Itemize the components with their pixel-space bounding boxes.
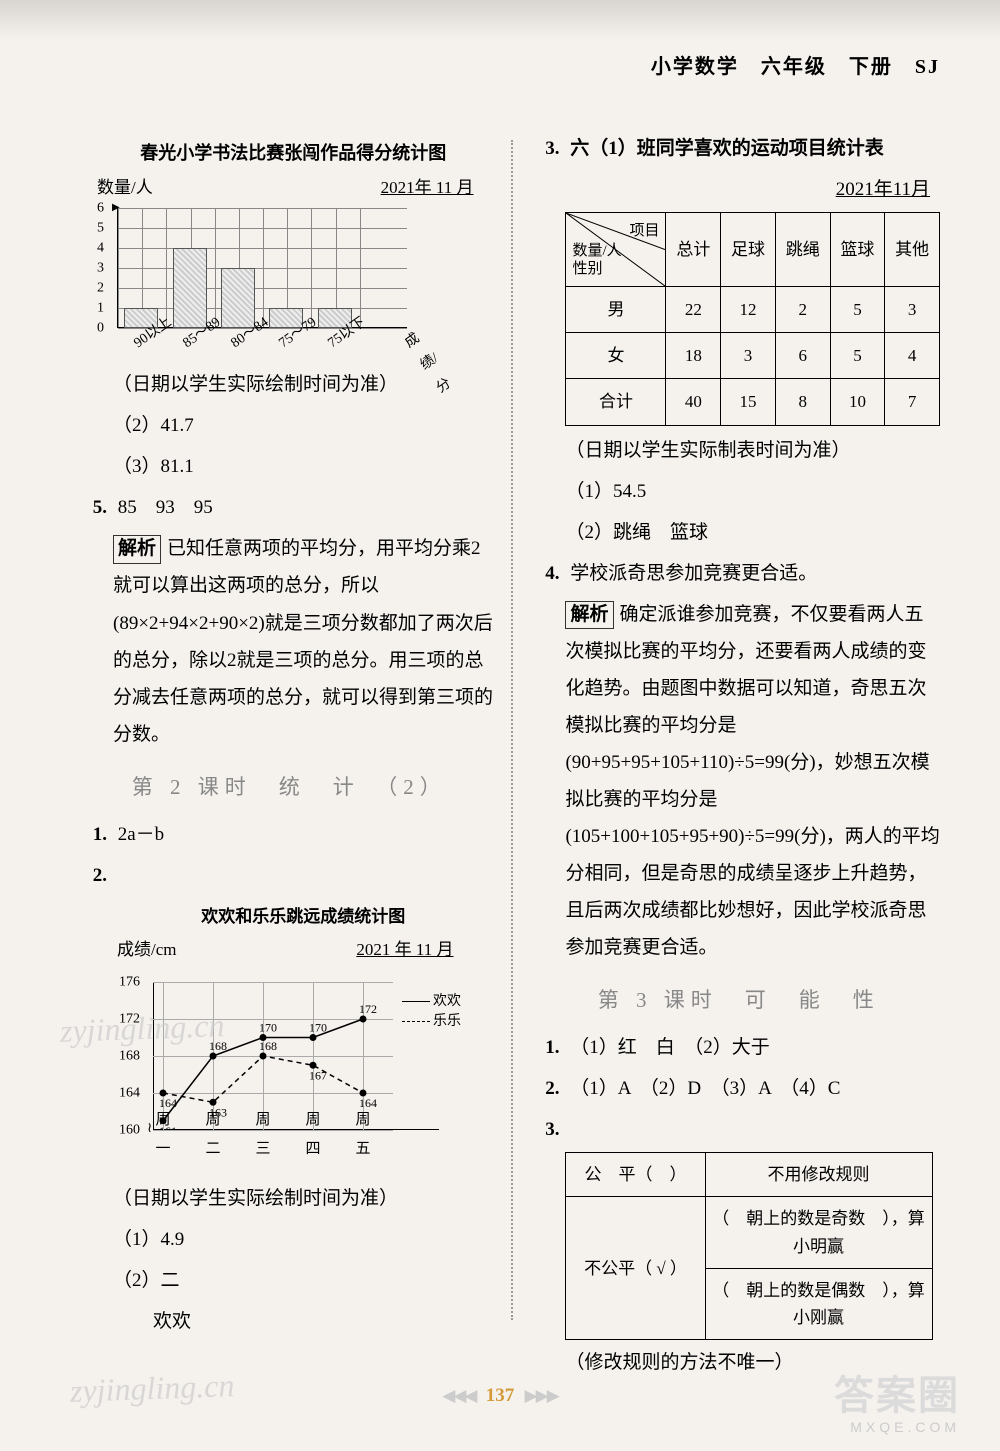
svg-text:170: 170 (259, 1021, 277, 1035)
page-header: 小学数学 六年级 下册 SJ (651, 50, 940, 79)
s2-q1-num: 1. (85, 816, 113, 853)
line-chart-date: 2021 年 11 月 (356, 933, 453, 966)
r-q4: 4. 学校派奇思参加竞赛更合适。 (537, 555, 940, 592)
rule-no-change: 不用修改规则 (705, 1153, 932, 1197)
rule-even: （ 朝上的数是偶数 ），算小刚赢 (705, 1268, 932, 1339)
s2-q1: 1. 2a－b (85, 816, 493, 853)
right-column: 3. 六（1）班同学喜欢的运动项目统计表 2021年11月 项目数量/人性别总计… (513, 130, 940, 1385)
content-columns: 春光小学书法比赛张闯作品得分统计图 数量/人 2021年 11 月 012345… (85, 130, 940, 1385)
sports-table: 项目数量/人性别总计足球跳绳篮球其他男2212253女183654合计40158… (565, 212, 940, 425)
rules-table: 公 平（ ） 不用修改规则 不公平（ √ ） （ 朝上的数是奇数 ），算小明赢 … (565, 1152, 932, 1340)
legend-lele: 乐乐 (433, 1014, 461, 1029)
logo-watermark: 答案圈 (834, 1363, 960, 1421)
svg-text:172: 172 (359, 1002, 377, 1016)
watermark-1: zyjingling.cn (59, 1007, 225, 1050)
table-note: （日期以学生实际制表时间为准） (537, 432, 940, 469)
footer-tri-left: ◀◀◀ (442, 1386, 475, 1405)
legend-huanhuan: 欢欢 (433, 994, 461, 1009)
bar-chart-title: 春光小学书法比赛张闯作品得分统计图 (93, 136, 493, 171)
s3-q1-text: （1）红 白 （2）大于 (570, 1037, 770, 1058)
line-chart-ylabel: 成绩/cm (117, 933, 177, 966)
analysis-label-2: 解析 (565, 601, 613, 630)
analysis-label: 解析 (113, 535, 161, 564)
s2-ans3: 欢欢 (85, 1303, 493, 1340)
bar-chart-block: 春光小学书法比赛张闯作品得分统计图 数量/人 2021年 11 月 012345… (93, 136, 493, 358)
s3-q1-num: 1. (537, 1029, 565, 1066)
s2-ans1: （1）4.9 (85, 1221, 493, 1258)
q5-text: 85 93 95 (118, 497, 213, 518)
s3-q2-num: 2. (537, 1070, 565, 1107)
answer-4-2: （2）41.7 (85, 407, 493, 444)
r-ans3-1: （1）54.5 (537, 473, 940, 510)
logo-watermark-sub: MXQE.COM (850, 1419, 960, 1435)
r-q3-num: 3. (537, 130, 565, 167)
r-ans3-2: （2）跳绳 篮球 (537, 514, 940, 551)
line-chart-title: 欢欢和乐乐跳远成绩统计图 (113, 900, 493, 933)
sports-table-date: 2021年11月 (836, 179, 930, 200)
q5: 5. 85 93 95 (85, 489, 493, 526)
s2-q2-num: 2. (85, 857, 113, 894)
rule-odd: （ 朝上的数是奇数 ），算小明赢 (705, 1197, 932, 1268)
q5-analysis-text: 已知任意两项的平均分，用平均分乘2就可以算出这两项的总分，所以(89×2+94×… (113, 538, 493, 744)
s2-q1-text: 2a－b (118, 824, 164, 845)
s3-q3: 3. 公 平（ ） 不用修改规则 不公平（ √ ） （ 朝上的数是奇数 ），算小… (537, 1111, 940, 1340)
line-legend: 欢欢 乐乐 (402, 992, 461, 1031)
sports-table-title: 六（1）班同学喜欢的运动项目统计表 (570, 138, 884, 159)
r-q4-analysis-text: 确定派谁参加竞赛，不仅要看两人五次模拟比赛的平均分，还要看两人成绩的变化趋势。由… (565, 604, 939, 958)
s3-q3-num: 3. (537, 1111, 565, 1148)
r-q3: 3. 六（1）班同学喜欢的运动项目统计表 (537, 130, 940, 167)
r-q4-analysis: 解析确定派谁参加竞赛，不仅要看两人五次模拟比赛的平均分，还要看两人成绩的变化趋势… (537, 596, 940, 966)
rule-fair: 公 平（ ） (566, 1153, 705, 1197)
r-q4-num: 4. (537, 555, 565, 592)
r-q4-text: 学校派奇思参加竞赛更合适。 (570, 563, 817, 584)
left-column: 春光小学书法比赛张闯作品得分统计图 数量/人 2021年 11 月 012345… (85, 130, 511, 1385)
q5-num: 5. (85, 489, 113, 526)
footer-tri-right: ▶▶▶ (525, 1386, 558, 1405)
section-3-title: 第 3 课时 可 能 性 (537, 980, 940, 1021)
svg-text:167: 167 (309, 1068, 327, 1082)
rule-unfair: 不公平（ √ ） (566, 1197, 705, 1340)
s3-q2: 2. （1）A （2）D （3）A （4）C (537, 1070, 940, 1107)
section-2-title: 第 2 课时 统 计 （2） (85, 767, 493, 808)
answer-4-3: （3）81.1 (85, 448, 493, 485)
svg-text:168: 168 (259, 1039, 277, 1053)
svg-text:170: 170 (309, 1021, 327, 1035)
s2-ans2: （2）二 (85, 1262, 493, 1299)
s3-q2-text: （1）A （2）D （3）A （4）C (570, 1078, 840, 1099)
q5-analysis: 解析已知任意两项的平均分，用平均分乘2就可以算出这两项的总分，所以(89×2+9… (85, 530, 493, 752)
s3-q1: 1. （1）红 白 （2）大于 (537, 1029, 940, 1066)
line-note: （日期以学生实际绘制时间为准） (85, 1180, 493, 1217)
top-shadow (0, 0, 1000, 40)
line-chart: 161164168163170168170167172164 ≀ 欢欢 乐乐 1… (117, 972, 457, 1172)
page-number: 137 (486, 1385, 515, 1406)
bar-chart: 012345690以上85～8980～8475～7975以下成绩/分 (93, 208, 423, 358)
